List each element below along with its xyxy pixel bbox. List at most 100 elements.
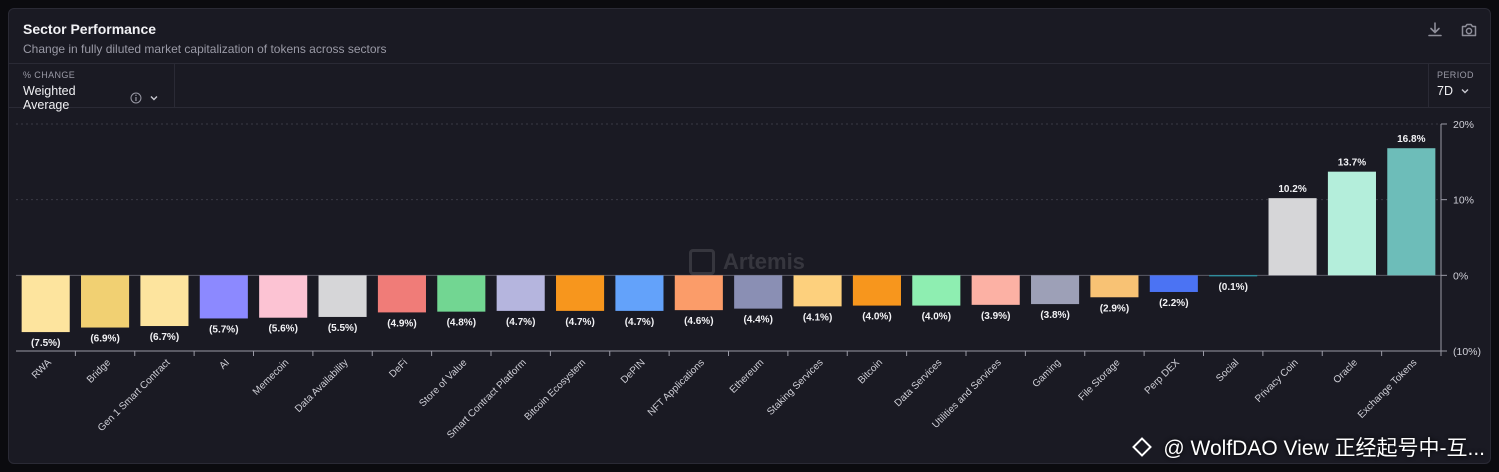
camera-icon[interactable] <box>1460 21 1478 39</box>
data-label: (4.4%) <box>743 315 772 326</box>
data-label: (4.0%) <box>862 312 891 323</box>
chevron-down-icon <box>150 96 158 101</box>
period-value: 7D <box>1437 84 1453 98</box>
bar <box>199 275 248 319</box>
chart-subtitle: Change in fully diluted market capitaliz… <box>23 42 387 56</box>
y-tick-label: 10% <box>1453 195 1474 207</box>
diamond-icon <box>1132 437 1153 457</box>
change-selector[interactable]: % CHANGE Weighted Average <box>9 64 175 112</box>
bar <box>912 275 961 306</box>
x-tick-label: Memecoin <box>251 357 291 397</box>
data-label: (2.2%) <box>1159 298 1188 309</box>
data-label: (7.5%) <box>31 338 60 349</box>
data-label: (0.1%) <box>1218 282 1247 293</box>
bar <box>1387 148 1436 276</box>
bar-layer <box>21 148 1436 333</box>
x-tick-label: AI <box>217 357 231 371</box>
bar <box>496 275 545 311</box>
watermark-logo: Artemis <box>689 249 805 275</box>
bar-chart: (7.5%)RWA(6.9%)Bridge(6.7%)Gen 1 Smart C… <box>16 119 1481 441</box>
download-icon[interactable] <box>1426 21 1444 39</box>
data-label: (3.8%) <box>1040 310 1069 321</box>
data-label: (4.7%) <box>506 317 535 328</box>
data-label: (4.0%) <box>922 312 951 323</box>
bar <box>1268 198 1317 276</box>
x-tick-label: Perp DEX <box>1143 357 1182 396</box>
data-label: (3.9%) <box>981 311 1010 322</box>
x-tick-label: RWA <box>30 357 54 381</box>
axis-layer: 20% 10% 0% (10%) <box>16 119 1481 358</box>
data-label: (6.9%) <box>90 334 119 345</box>
period-selector[interactable]: PERIOD 7D <box>1428 64 1490 108</box>
bar <box>1209 275 1258 277</box>
x-tick-label: Bridge <box>85 357 114 386</box>
data-label: (4.7%) <box>565 317 594 328</box>
bar <box>377 275 426 313</box>
data-label: (4.9%) <box>387 318 416 329</box>
bar <box>1327 171 1376 276</box>
y-tick-label: (10%) <box>1453 346 1481 358</box>
credit-text: @ WolfDAO View 正经起号中-互... <box>1163 437 1485 460</box>
bar <box>734 275 783 309</box>
y-tick-label: 0% <box>1453 270 1468 282</box>
bar <box>318 275 367 317</box>
x-tick-label: Exchange Tokens <box>1356 357 1419 420</box>
x-tick-label: Store of Value <box>417 357 469 409</box>
data-label: (6.7%) <box>150 332 179 343</box>
x-tick-label: Data Availability <box>293 357 351 415</box>
artemis-logo-icon <box>689 249 715 275</box>
data-label: (2.9%) <box>1100 303 1129 314</box>
data-label: 16.8% <box>1397 134 1425 145</box>
x-tick-label: Data Services <box>893 357 945 409</box>
bar <box>556 275 605 311</box>
change-value: Weighted Average <box>23 84 76 112</box>
data-label: (5.5%) <box>328 323 357 334</box>
chevron-down-icon <box>1461 89 1469 94</box>
x-tick-label: Bitcoin <box>856 357 885 386</box>
data-label: (5.6%) <box>268 324 297 335</box>
data-label: (4.8%) <box>447 318 476 329</box>
controls-bar: % CHANGE Weighted Average PERIOD 7D <box>9 63 1490 112</box>
x-tick-label: DeFi <box>387 357 410 380</box>
x-tick-label: Bitcoin Ecosystem <box>523 357 589 423</box>
x-tick-label: Privacy Coin <box>1253 357 1300 404</box>
x-tick-label: File Storage <box>1077 357 1123 403</box>
credit-watermark: @ WolfDAO View 正经起号中-互... <box>1132 432 1485 462</box>
data-label: (5.7%) <box>209 324 238 335</box>
x-tick-label: DePIN <box>619 357 648 386</box>
chart-title: Sector Performance <box>23 21 157 37</box>
bar <box>674 275 723 311</box>
change-label: % CHANGE <box>23 70 76 80</box>
bar <box>615 275 664 311</box>
data-label: (4.6%) <box>684 316 713 327</box>
bar <box>1149 275 1198 292</box>
x-tick-label: Utilities and Services <box>930 357 1003 430</box>
grid-layer <box>16 123 1441 352</box>
period-label: PERIOD <box>1437 70 1474 80</box>
x-tick-label: NFT Applications <box>646 357 707 418</box>
chart-panel: Sector Performance Change in fully dilut… <box>8 8 1491 464</box>
bar <box>259 275 308 318</box>
bar <box>971 275 1020 305</box>
header-actions <box>1426 21 1478 39</box>
bar <box>1031 275 1080 305</box>
bar <box>140 275 189 327</box>
bar <box>1090 275 1139 298</box>
watermark-text: Artemis <box>723 249 805 274</box>
bar <box>852 275 901 306</box>
data-label: 13.7% <box>1338 158 1366 169</box>
data-label: (4.1%) <box>803 312 832 323</box>
y-tick-label: 20% <box>1453 119 1474 131</box>
bar <box>81 275 130 328</box>
bar <box>793 275 842 307</box>
bar <box>21 275 70 333</box>
x-tick-label: Social <box>1214 357 1241 384</box>
data-label: 10.2% <box>1278 184 1306 195</box>
x-tick-label: Ethereum <box>728 357 766 395</box>
info-icon[interactable] <box>130 92 142 104</box>
x-tick-label: Staking Services <box>765 357 825 417</box>
bar <box>437 275 486 312</box>
data-label: (4.7%) <box>625 317 654 328</box>
x-tick-label: Gaming <box>1031 357 1064 390</box>
x-tick-label: Oracle <box>1331 357 1360 386</box>
